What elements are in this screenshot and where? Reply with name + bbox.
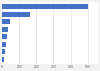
Bar (2, 34, 6, 39)
Bar (2, 12, 30, 17)
Bar (2, 4, 88, 9)
Bar (2, 42, 6, 47)
Bar (2, 19, 10, 24)
Bar (2, 27, 8, 32)
Bar (2, 49, 5, 54)
Bar (2, 57, 4, 62)
